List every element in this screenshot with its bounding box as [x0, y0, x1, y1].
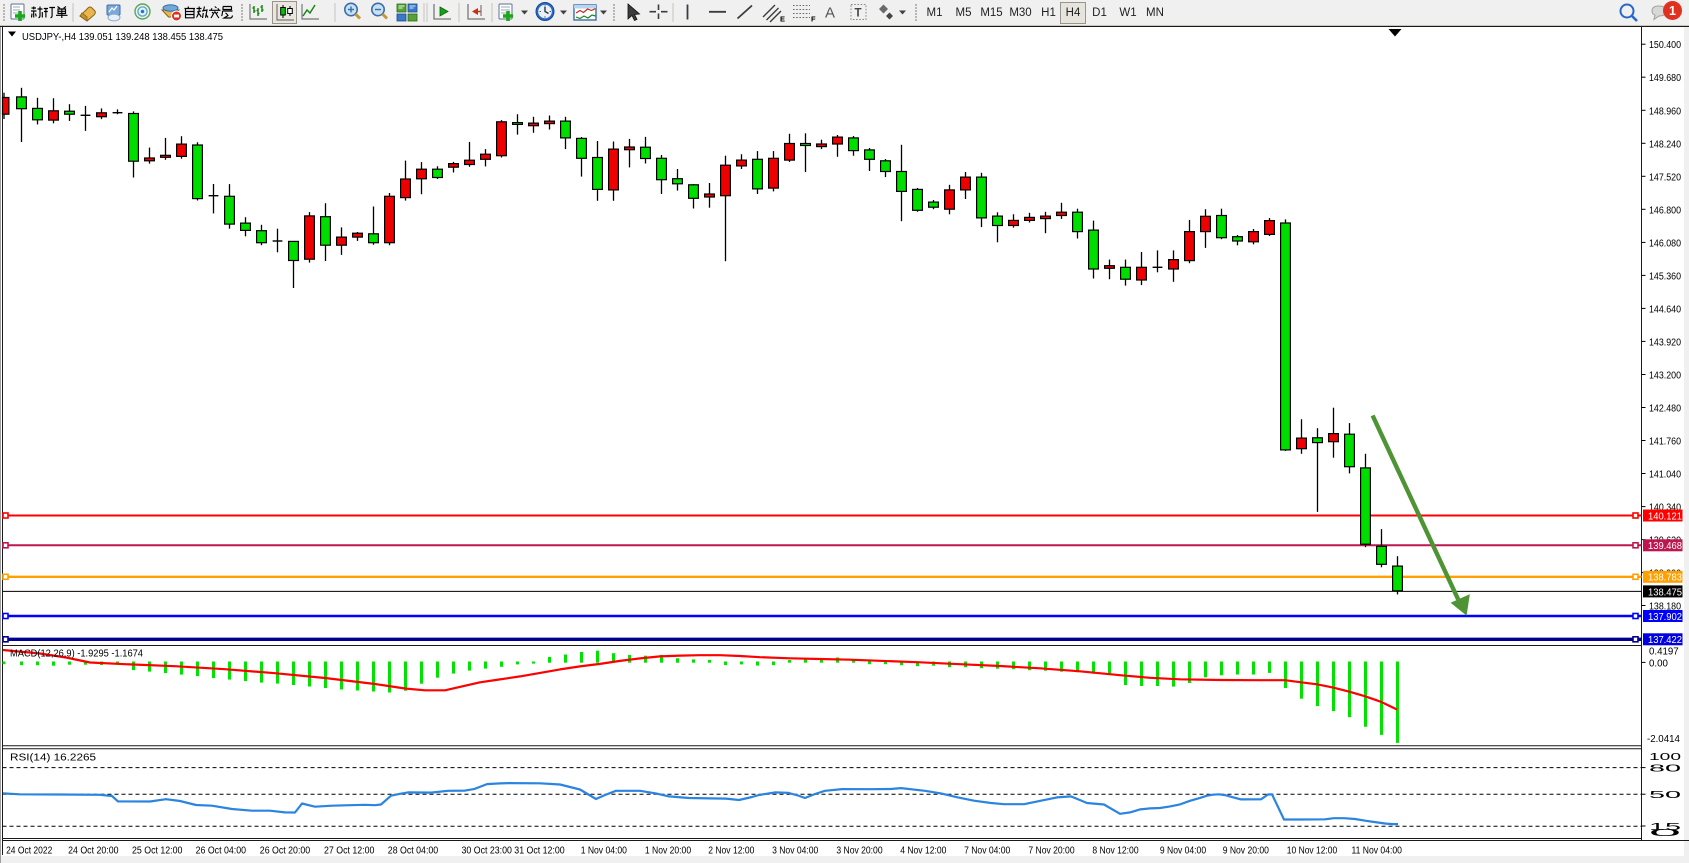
svg-text:142.480: 142.480 [1649, 404, 1682, 415]
svg-text:31 Oct 12:00: 31 Oct 12:00 [514, 846, 565, 857]
svg-text:1: 1 [1669, 4, 1676, 18]
svg-text:7 Nov 20:00: 7 Nov 20:00 [1028, 846, 1075, 857]
svg-text:A: A [825, 5, 835, 22]
svg-text:10 Nov 12:00: 10 Nov 12:00 [1287, 846, 1338, 857]
svg-text:0: 0 [1649, 828, 1685, 839]
svg-text:141.760: 141.760 [1649, 437, 1682, 448]
svg-text:-2.0414: -2.0414 [1647, 734, 1680, 745]
svg-text:26 Oct 20:00: 26 Oct 20:00 [260, 846, 311, 857]
svg-text:147.520: 147.520 [1649, 172, 1682, 183]
svg-text:140.340: 140.340 [1649, 503, 1682, 514]
svg-text:RSI(14) 16.2265: RSI(14) 16.2265 [10, 753, 96, 764]
svg-text:138.180: 138.180 [1649, 602, 1682, 613]
svg-text:100: 100 [1649, 752, 1682, 763]
svg-text:0.4197: 0.4197 [1649, 647, 1679, 658]
svg-text:15: 15 [1649, 822, 1681, 833]
svg-text:50: 50 [1649, 790, 1683, 801]
svg-text:F: F [811, 15, 816, 24]
svg-text:2 Nov 12:00: 2 Nov 12:00 [708, 846, 755, 857]
svg-text:138.475: 138.475 [1648, 587, 1682, 598]
svg-text:25 Oct 12:00: 25 Oct 12:00 [132, 846, 183, 857]
svg-text:M15: M15 [980, 7, 1002, 19]
svg-text:27 Oct 12:00: 27 Oct 12:00 [324, 846, 375, 857]
svg-text:141.040: 141.040 [1649, 470, 1682, 481]
svg-text:28 Oct 04:00: 28 Oct 04:00 [388, 846, 439, 857]
svg-text:26 Oct 04:00: 26 Oct 04:00 [196, 846, 247, 857]
svg-text:MACD(12,26,9) -1.9295 -1.1674: MACD(12,26,9) -1.9295 -1.1674 [10, 649, 144, 660]
svg-text:M30: M30 [1009, 7, 1031, 19]
svg-text:9 Nov 20:00: 9 Nov 20:00 [1223, 846, 1270, 857]
svg-text:144.640: 144.640 [1649, 304, 1682, 315]
svg-text:7 Nov 04:00: 7 Nov 04:00 [964, 846, 1011, 857]
svg-text:143.200: 143.200 [1649, 371, 1682, 382]
svg-text:140.121: 140.121 [1648, 511, 1682, 522]
svg-text:137.422: 137.422 [1648, 635, 1682, 646]
svg-text:148.240: 148.240 [1649, 139, 1682, 150]
svg-text:E: E [780, 15, 785, 24]
svg-text:W1: W1 [1119, 7, 1136, 19]
svg-text:80: 80 [1649, 764, 1683, 775]
svg-text:H4: H4 [1066, 7, 1081, 19]
svg-text:24 Oct 2022: 24 Oct 2022 [6, 846, 52, 857]
svg-text:30 Oct 23:00: 30 Oct 23:00 [462, 846, 513, 857]
svg-text:MN: MN [1146, 7, 1164, 19]
svg-text:143.920: 143.920 [1649, 337, 1682, 348]
svg-text:1 Nov 20:00: 1 Nov 20:00 [645, 846, 692, 857]
svg-text:H1: H1 [1041, 7, 1056, 19]
svg-text:3 Nov 04:00: 3 Nov 04:00 [772, 846, 819, 857]
svg-text:138.783: 138.783 [1648, 573, 1682, 584]
svg-text:146.800: 146.800 [1649, 205, 1682, 216]
svg-text:149.680: 149.680 [1649, 73, 1682, 84]
svg-text:145.360: 145.360 [1649, 271, 1682, 282]
svg-text:148.960: 148.960 [1649, 106, 1682, 117]
svg-text:146.080: 146.080 [1649, 238, 1682, 249]
svg-text:D1: D1 [1092, 7, 1107, 19]
svg-text:9 Nov 04:00: 9 Nov 04:00 [1160, 846, 1207, 857]
svg-text:11 Nov 04:00: 11 Nov 04:00 [1352, 846, 1403, 857]
svg-text:24 Oct 20:00: 24 Oct 20:00 [68, 846, 119, 857]
svg-text:4 Nov 12:00: 4 Nov 12:00 [900, 846, 947, 857]
svg-text:150.400: 150.400 [1649, 40, 1682, 51]
svg-text:M5: M5 [956, 7, 972, 19]
svg-text:1 Nov 04:00: 1 Nov 04:00 [581, 846, 628, 857]
svg-text:3 Nov 20:00: 3 Nov 20:00 [836, 846, 883, 857]
svg-text:M1: M1 [927, 7, 943, 19]
svg-text:USDJPY-,H4 139.051 139.248 13: USDJPY-,H4 139.051 139.248 138.455 138.4… [22, 32, 223, 43]
svg-text:T: T [855, 8, 862, 20]
svg-text:137.902: 137.902 [1648, 612, 1682, 623]
svg-text:8 Nov 12:00: 8 Nov 12:00 [1092, 846, 1139, 857]
svg-text:139.468: 139.468 [1648, 541, 1682, 552]
svg-text:0.00: 0.00 [1649, 659, 1668, 670]
